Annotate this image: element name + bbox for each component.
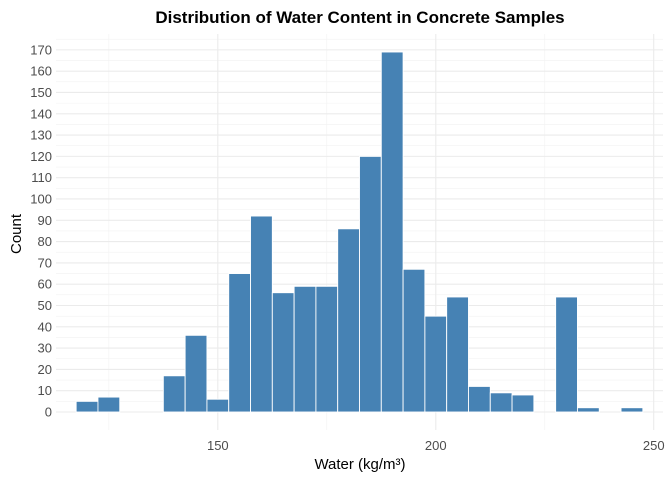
y-tick-label: 0 — [45, 405, 52, 420]
histogram-bar — [337, 228, 360, 413]
y-tick-label: 70 — [38, 255, 52, 270]
histogram-bar — [402, 268, 426, 413]
y-axis-title: Count — [8, 213, 25, 254]
x-tick-label: 200 — [425, 438, 447, 453]
histogram-bar — [446, 296, 469, 413]
histogram-bar — [228, 273, 251, 413]
x-tick-label: 150 — [207, 438, 229, 453]
y-tick-label: 130 — [30, 128, 52, 143]
y-axis-ticks: 0 10 20 30 40 50 60 70 80 90 100 110 120 130 140 150 160… — [30, 42, 52, 419]
histogram-bar — [162, 375, 186, 413]
histogram-bar — [184, 334, 208, 413]
histogram-bar — [293, 285, 317, 413]
histogram-bar — [555, 296, 578, 413]
y-tick-label: 140 — [30, 106, 52, 121]
y-tick-label: 60 — [38, 277, 52, 292]
y-tick-label: 40 — [38, 319, 52, 334]
y-tick-label: 30 — [38, 341, 52, 356]
histogram-bar — [206, 398, 230, 413]
y-tick-label: 150 — [30, 85, 52, 100]
y-tick-label: 80 — [38, 234, 52, 249]
histogram-bar — [250, 215, 273, 413]
histogram-bar — [359, 155, 382, 413]
y-tick-label: 50 — [38, 298, 52, 313]
histogram-bar — [75, 400, 99, 413]
histogram-bar — [380, 51, 404, 413]
histogram-bar — [511, 394, 535, 413]
x-axis-title: Water (kg/m³) — [314, 456, 405, 473]
histogram-bar — [468, 385, 491, 413]
x-tick-label: 250 — [643, 438, 665, 453]
y-tick-label: 120 — [30, 149, 52, 164]
y-tick-label: 10 — [38, 383, 52, 398]
histogram-bar — [97, 396, 121, 413]
y-tick-label: 100 — [30, 191, 52, 206]
histogram-bar — [620, 407, 644, 413]
y-tick-label: 160 — [30, 64, 52, 79]
y-tick-label: 110 — [31, 170, 52, 185]
histogram-bar — [315, 285, 339, 413]
x-axis-ticks: 150 200 250 — [207, 438, 665, 453]
y-tick-label: 170 — [30, 42, 52, 57]
histogram-bar — [577, 407, 600, 413]
histogram-bar — [424, 315, 448, 413]
chart-title: Distribution of Water Content in Concret… — [155, 8, 564, 27]
y-tick-label: 20 — [38, 362, 52, 377]
histogram-bar — [271, 292, 295, 413]
histogram-bar — [489, 392, 513, 413]
y-tick-label: 90 — [38, 213, 52, 228]
histogram-bars — [75, 51, 644, 413]
